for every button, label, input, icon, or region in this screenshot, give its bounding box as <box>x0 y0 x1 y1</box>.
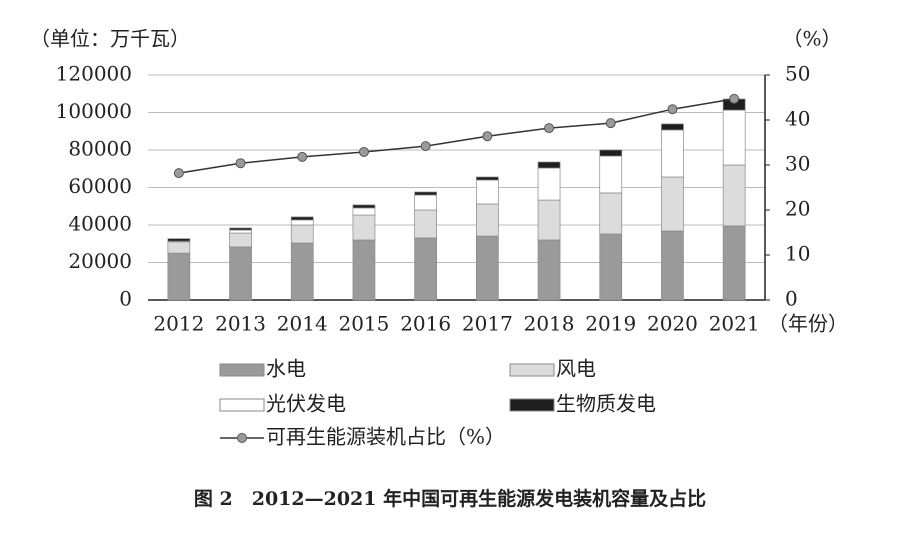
line-marker <box>482 131 493 142</box>
bar-segment <box>476 179 499 205</box>
bar-segment <box>414 194 437 211</box>
y2-tick-label: 10 <box>785 242 810 266</box>
bar-segment <box>229 232 252 248</box>
x-tick-label: 2014 <box>277 312 328 336</box>
y2-tick-label: 50 <box>785 62 810 86</box>
legend-swatch <box>509 398 555 412</box>
bar-segment <box>599 192 623 235</box>
bar-segment <box>290 216 314 221</box>
x-tick-label: 2019 <box>585 312 636 336</box>
bar-segment <box>661 129 684 178</box>
bar-segment <box>599 149 623 157</box>
bar-segment <box>537 167 561 201</box>
y2-tick-label: 0 <box>785 287 798 311</box>
y-tick-label: 0 <box>119 287 132 311</box>
legend-swatch <box>219 398 265 412</box>
line-marker <box>420 141 431 152</box>
legend-swatch <box>219 363 265 377</box>
line-marker <box>729 93 740 104</box>
legend-label: 光伏发电 <box>266 392 346 416</box>
x-axis-label: （年份） <box>768 312 848 336</box>
bar-segment <box>167 241 191 254</box>
line-marker <box>358 146 369 157</box>
legend-label: 可再生能源装机占比（%） <box>266 425 505 449</box>
y-tick-label: 40000 <box>68 212 132 236</box>
bar-segment <box>722 225 746 301</box>
bar-segment <box>476 203 499 237</box>
bar-segment <box>476 176 499 181</box>
bar-segment <box>661 176 684 232</box>
legend-marker <box>237 433 247 443</box>
bar-segment <box>537 161 561 169</box>
bar-segment <box>352 207 376 216</box>
x-tick-label: 2016 <box>400 312 451 336</box>
y-axis-label: （单位：万千瓦） <box>30 27 190 51</box>
legend-label: 水电 <box>266 357 306 381</box>
bar-segment <box>352 214 376 241</box>
y-tick-label: 100000 <box>56 99 132 123</box>
line-marker <box>173 168 184 179</box>
bar-segment <box>229 227 252 231</box>
x-tick-label: 2012 <box>153 312 204 336</box>
y-tick-label: 60000 <box>68 174 132 198</box>
bar-segment <box>537 199 561 241</box>
x-tick-label: 2013 <box>215 312 266 336</box>
bar-segment <box>599 155 623 194</box>
bar-segment <box>229 246 252 301</box>
bar-segment <box>167 252 191 301</box>
bar-segment <box>414 209 437 239</box>
bar-segment <box>414 191 437 196</box>
bar-segment <box>661 230 684 301</box>
line-marker <box>544 123 555 134</box>
legend-swatch <box>509 363 555 377</box>
bar-segment <box>599 233 623 301</box>
x-tick-label: 2018 <box>524 312 575 336</box>
line-marker <box>235 158 246 169</box>
line-marker <box>297 151 308 162</box>
x-tick-label: 2021 <box>709 312 760 336</box>
legend-label: 风电 <box>556 357 596 381</box>
legend-label: 生物质发电 <box>556 392 656 416</box>
y2-tick-label: 40 <box>785 107 810 131</box>
y2-tick-label: 20 <box>785 197 810 221</box>
bar-segment <box>290 219 314 226</box>
bar-segment <box>290 242 314 301</box>
bar-segment <box>722 109 746 166</box>
x-tick-label: 2015 <box>338 312 389 336</box>
bar-segment <box>352 204 376 209</box>
line <box>178 98 735 174</box>
bar-segment <box>414 237 437 301</box>
x-tick-label: 2020 <box>647 312 698 336</box>
y-tick-label: 20000 <box>68 249 132 273</box>
y2-tick-label: 30 <box>785 152 810 176</box>
bar-segment <box>722 164 746 227</box>
bar-segment <box>661 123 684 131</box>
bar-segment <box>476 235 499 301</box>
y2-axis-label: （%） <box>782 27 841 51</box>
y-tick-label: 120000 <box>56 62 132 86</box>
y-tick-label: 80000 <box>68 137 132 161</box>
bar-segment <box>352 239 376 301</box>
bar-segment <box>229 229 252 234</box>
line-marker <box>667 104 678 115</box>
bar-segment <box>290 224 314 244</box>
bar-segment <box>537 239 561 301</box>
chart-title: 图 2 2012—2021 年中国可再生能源发电装机容量及占比 <box>194 487 706 510</box>
x-tick-label: 2017 <box>462 312 513 336</box>
line-marker <box>605 118 616 129</box>
bar-segment <box>167 238 191 242</box>
